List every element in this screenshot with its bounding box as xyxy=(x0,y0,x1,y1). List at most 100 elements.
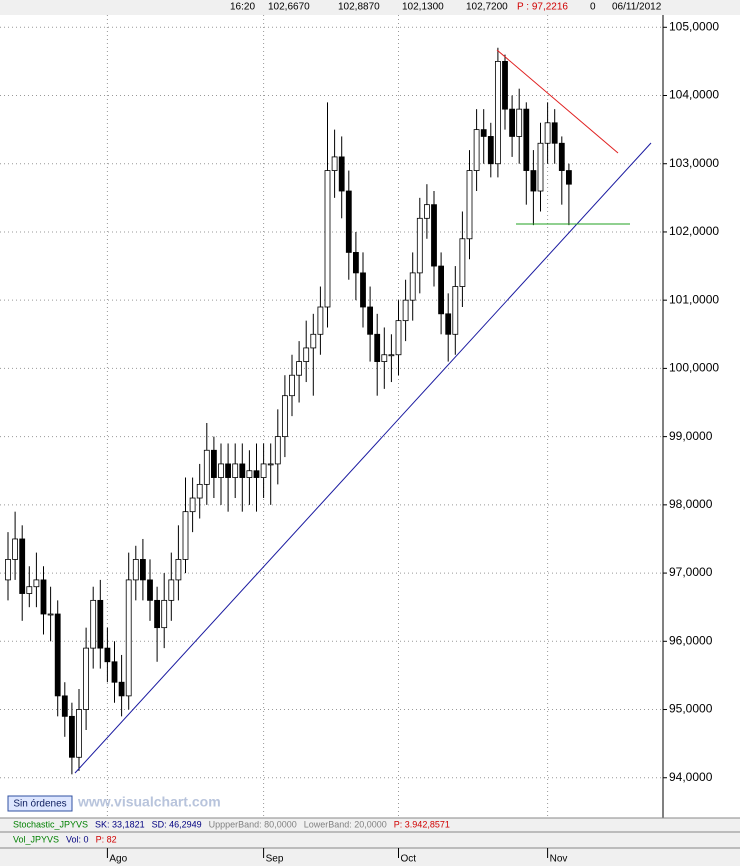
candle-body xyxy=(161,599,168,629)
candle-body xyxy=(225,463,232,478)
header-value: 102,1300 xyxy=(402,2,444,13)
x-tick-label: Nov xyxy=(550,854,568,865)
candle-body xyxy=(423,204,430,219)
y-tick-label: 103,0000 xyxy=(669,156,719,170)
candle-body xyxy=(551,122,558,144)
trendline-resistance xyxy=(496,49,619,154)
button[interactable] xyxy=(7,795,73,812)
y-tick-label: 99,0000 xyxy=(669,429,713,443)
candle-body xyxy=(69,715,75,758)
candle-body xyxy=(76,709,82,758)
candle-body xyxy=(445,313,452,335)
candle-body xyxy=(409,272,416,301)
header-value: 0 xyxy=(590,2,596,13)
candle-body xyxy=(239,463,246,478)
candle-body xyxy=(480,129,487,137)
candle-body xyxy=(367,306,374,335)
y-tick-label: 105,0000 xyxy=(669,19,719,33)
volume-label: Vol_JPYVS xyxy=(13,834,59,844)
candle-body xyxy=(431,204,437,267)
candle-body xyxy=(360,272,366,308)
header-value: 102,6670 xyxy=(268,2,310,13)
candle-body xyxy=(523,108,530,171)
candle-body xyxy=(274,436,281,465)
y-tick-label: 94,0000 xyxy=(669,770,713,784)
candle-body xyxy=(516,108,523,137)
candle-body xyxy=(381,354,388,362)
candle-body xyxy=(566,170,572,185)
candle-body xyxy=(104,647,111,663)
y-tick-label: 96,0000 xyxy=(669,633,713,647)
stochastic-label: LowerBand: 20,0000 xyxy=(304,819,387,829)
candle-body xyxy=(210,449,217,478)
candle-body xyxy=(154,599,161,629)
candle-body xyxy=(196,483,203,499)
candle-body xyxy=(118,681,125,697)
header-value: 102,7200 xyxy=(466,2,508,13)
candle-body xyxy=(139,559,146,581)
header-value: P : 97,2216 xyxy=(517,2,568,13)
candle-body xyxy=(502,60,508,110)
candle-body xyxy=(466,170,473,240)
candle-body xyxy=(317,306,324,335)
candle-body xyxy=(147,579,153,601)
candle-body xyxy=(54,613,61,697)
candle-body xyxy=(303,347,310,362)
candle-body xyxy=(452,286,459,335)
volume-label: P: 82 xyxy=(96,834,117,844)
candle-body xyxy=(296,361,303,376)
candle-body xyxy=(12,538,19,560)
x-tick-label: Oct xyxy=(401,854,417,865)
candle-body xyxy=(338,156,345,192)
candle-body xyxy=(509,108,516,137)
y-tick-label: 102,0000 xyxy=(669,224,719,238)
stochastic-label: Stochastic_JPYVS xyxy=(13,819,88,829)
header-value: 102,8870 xyxy=(338,2,380,13)
candle-body xyxy=(459,238,466,287)
footer xyxy=(0,818,740,866)
candle-body xyxy=(260,463,267,478)
header-value: 06/11/2012 xyxy=(612,2,662,13)
stochastic-label: SK: 33,1821 xyxy=(95,819,145,829)
candle-body xyxy=(182,511,189,560)
candle-body xyxy=(189,497,196,513)
candle-body xyxy=(388,354,395,357)
button-label[interactable]: Sin órdenes xyxy=(13,799,66,810)
candle-body xyxy=(281,395,288,438)
candle-body xyxy=(175,559,182,581)
candle-body xyxy=(90,599,97,649)
candle-body xyxy=(253,470,260,478)
candle-body xyxy=(494,60,501,165)
trendline-support xyxy=(74,142,652,774)
header-value: 16:20 xyxy=(230,2,255,13)
candle-body xyxy=(40,579,47,615)
candle-body xyxy=(473,129,480,171)
candle-body xyxy=(168,579,175,601)
y-tick-label: 95,0000 xyxy=(669,702,713,716)
y-tick-label: 97,0000 xyxy=(669,565,713,579)
y-tick-label: 100,0000 xyxy=(669,361,719,375)
candle-body xyxy=(97,599,104,649)
candle-body xyxy=(83,647,89,710)
candle-body xyxy=(232,463,239,478)
candle-body xyxy=(345,190,352,253)
candle-body xyxy=(416,217,423,274)
candle-body xyxy=(218,463,224,478)
volume-label: Vol: 0 xyxy=(66,834,89,844)
y-tick-label: 101,0000 xyxy=(669,292,719,306)
candle-body xyxy=(19,538,26,594)
candle-body xyxy=(111,661,118,683)
y-tick-label: 104,0000 xyxy=(669,88,719,102)
candle-body xyxy=(352,252,359,274)
y-tick-label: 98,0000 xyxy=(669,497,713,511)
candle-body xyxy=(246,470,253,478)
candle-body xyxy=(47,613,54,616)
candle-body xyxy=(331,156,338,171)
candle-body xyxy=(487,136,494,165)
candle-body xyxy=(289,374,295,397)
candle-body xyxy=(402,299,409,322)
x-tick-label: Sep xyxy=(266,854,284,865)
header-bar xyxy=(0,0,740,15)
